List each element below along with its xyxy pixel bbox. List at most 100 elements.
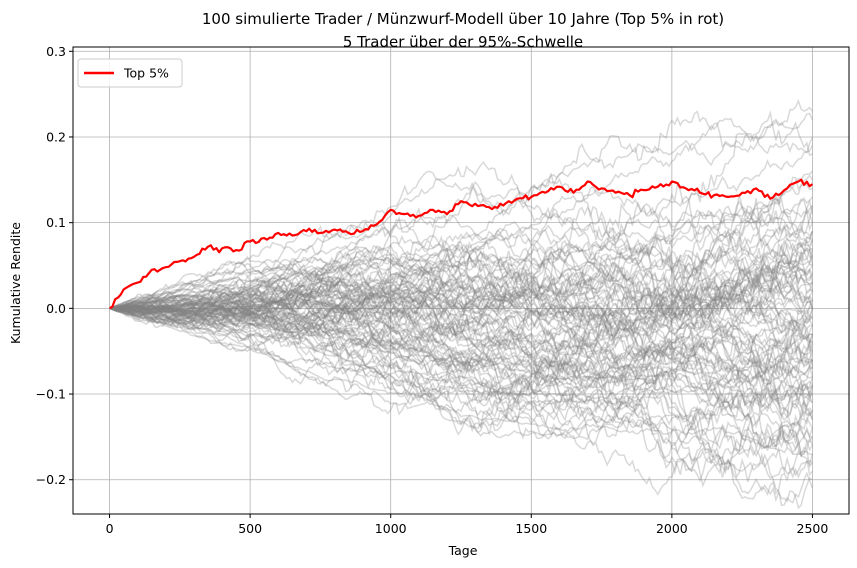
background-series-line [109, 279, 813, 325]
background-series-line [109, 205, 813, 319]
background-series-line [109, 286, 813, 420]
background-series-line [109, 293, 814, 456]
background-series-line [109, 273, 813, 322]
background-series-line [109, 280, 813, 351]
background-series-line [109, 235, 813, 318]
background-series-line [109, 307, 813, 451]
background-series-line [109, 295, 813, 460]
background-series-line [109, 307, 814, 457]
background-series-line [109, 304, 813, 375]
background-series-line [109, 307, 813, 479]
background-series-line [109, 266, 814, 317]
background-series-line [109, 290, 814, 379]
background-series-line [109, 307, 813, 399]
background-series-line [109, 253, 814, 343]
x-axis-label: Tage [448, 543, 478, 558]
background-series-line [109, 292, 814, 381]
background-series [109, 99, 814, 510]
y-axis-label: Kumulative Rendite [8, 222, 23, 344]
background-series-line [109, 264, 814, 332]
background-series-line [109, 275, 813, 358]
background-series-line [109, 267, 814, 349]
background-series-line [109, 307, 813, 386]
background-series-line [109, 200, 814, 314]
background-series-line [109, 307, 813, 381]
background-series-line [109, 299, 814, 488]
x-tick-label: 2500 [797, 521, 829, 536]
chart-subtitle: 5 Trader über der 95%-Schwelle [343, 33, 583, 51]
background-series-line [109, 276, 814, 333]
background-series-line [109, 299, 813, 402]
x-axis: 0 500 1000 1500 2000 2500 [106, 514, 829, 536]
background-series-line [109, 99, 813, 309]
background-series-line [109, 294, 813, 377]
background-series-line [109, 307, 814, 455]
background-series-line [109, 251, 813, 377]
background-series-line [109, 229, 813, 332]
background-series-line [109, 290, 814, 441]
background-series-line [109, 291, 814, 454]
chart-title: 100 simulierte Trader / Münzwurf-Modell … [202, 10, 724, 28]
background-series-line [109, 265, 814, 342]
legend-label: Top 5% [123, 66, 169, 81]
background-series-line [109, 300, 813, 369]
legend: Top 5% [77, 58, 183, 88]
background-series-line [109, 264, 813, 310]
background-series-line [109, 256, 814, 328]
background-series-line [109, 307, 813, 400]
background-series-line [109, 266, 813, 365]
background-series-line [109, 277, 814, 390]
background-series-line [109, 174, 814, 310]
background-series-line [109, 197, 814, 310]
background-series-line [109, 296, 814, 478]
background-series-line [109, 307, 813, 483]
background-series-line [109, 291, 814, 407]
x-tick-label: 1500 [515, 521, 547, 536]
background-series-line [109, 110, 814, 309]
background-series-line [109, 234, 814, 311]
background-series-line [109, 243, 814, 330]
background-series-line [109, 227, 813, 344]
background-series-line [109, 305, 813, 412]
background-series-line [109, 238, 814, 355]
background-series-line [109, 296, 813, 366]
background-series-line [109, 235, 813, 332]
background-series-line [109, 112, 814, 310]
plot-area [72, 46, 850, 515]
background-series-line [109, 170, 813, 310]
background-series-line [109, 181, 814, 328]
background-series-line [109, 109, 813, 310]
background-series-line [109, 301, 814, 420]
background-series-line [109, 278, 813, 360]
background-series-line [109, 265, 814, 338]
background-series-line [109, 277, 813, 339]
background-series-line [109, 145, 814, 310]
background-series-line [109, 307, 813, 422]
background-series-line [109, 296, 814, 500]
background-series-line [109, 287, 814, 370]
y-tick-label: −0.2 [36, 472, 66, 487]
background-series-line [109, 307, 813, 510]
background-series-line [109, 296, 814, 403]
background-series-line [109, 249, 813, 344]
y-axis: −0.2 −0.1 0.0 0.1 0.2 0.3 [36, 44, 73, 487]
background-series-line [109, 196, 813, 316]
background-series-line [109, 239, 814, 354]
top-series-line [109, 178, 814, 310]
background-series-line [109, 183, 813, 310]
y-tick-label: 0.0 [46, 301, 66, 316]
y-tick-label: −0.1 [36, 387, 66, 402]
background-series-line [109, 271, 814, 338]
background-series-line [109, 258, 814, 391]
highlight-series [109, 178, 814, 310]
y-tick-label: 0.2 [46, 129, 66, 144]
background-series-line [109, 288, 813, 387]
x-tick-label: 500 [238, 521, 262, 536]
background-series-line [109, 297, 814, 452]
background-series-line [109, 301, 813, 380]
x-tick-label: 0 [106, 521, 114, 536]
background-series-line [109, 210, 814, 310]
background-series-line [109, 259, 814, 347]
background-series-line [109, 214, 814, 310]
background-series-line [109, 280, 813, 352]
